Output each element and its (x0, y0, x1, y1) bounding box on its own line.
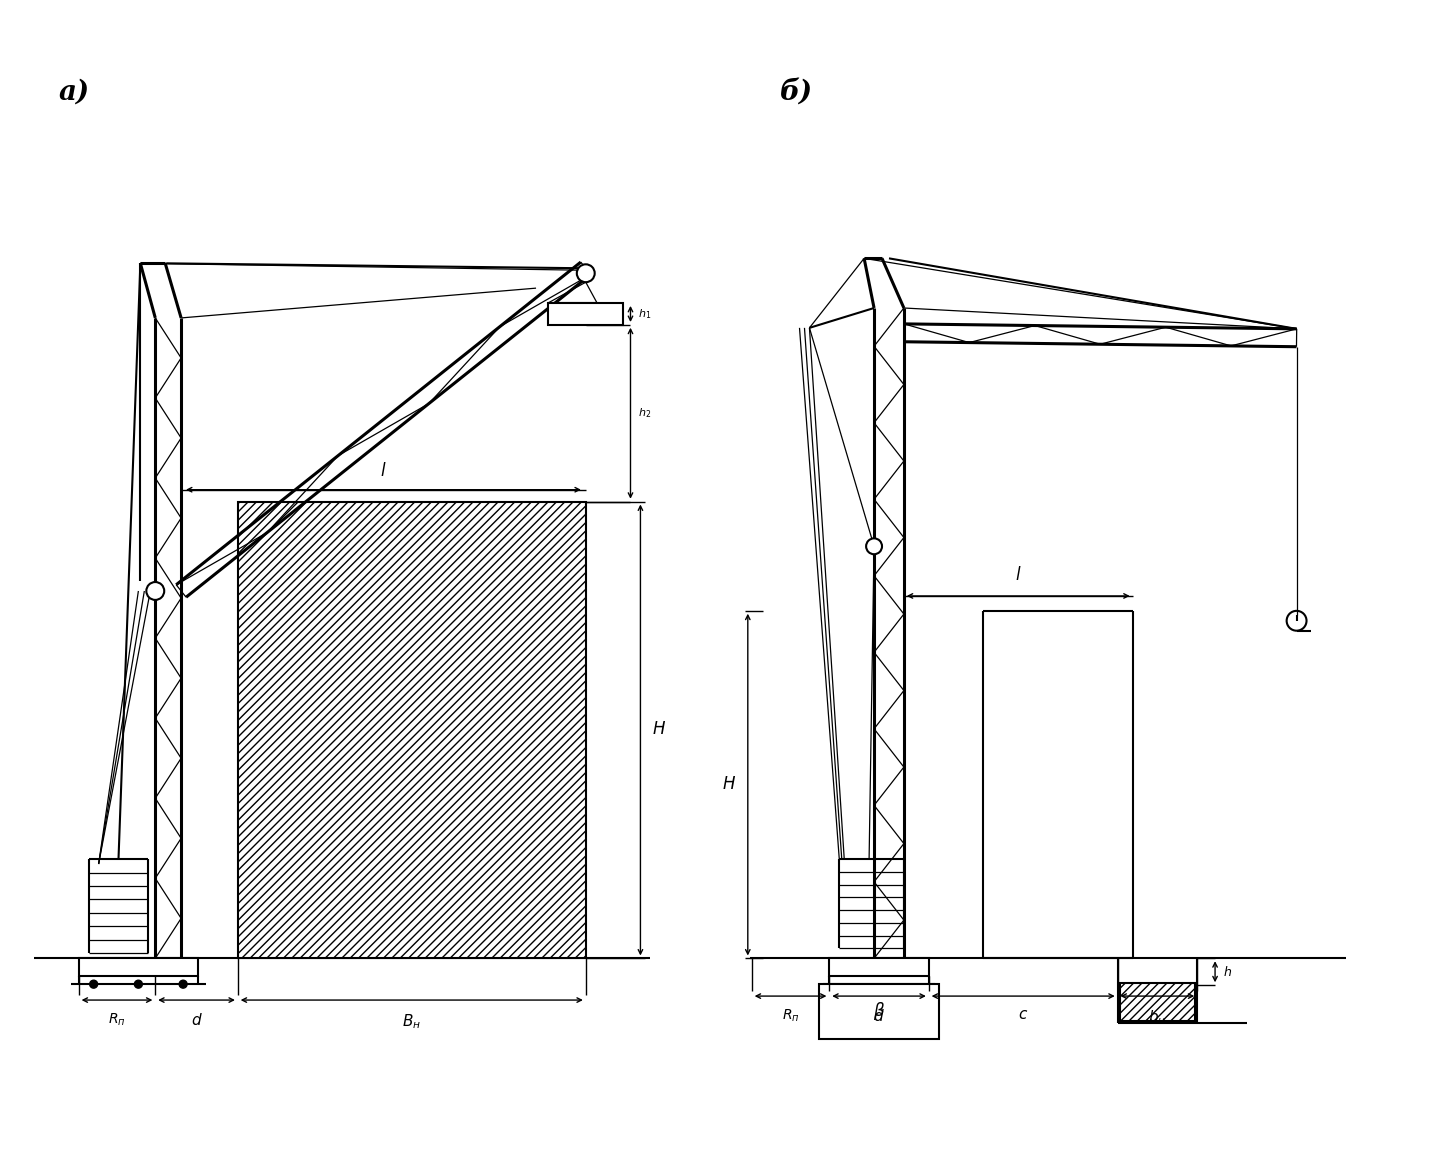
Text: $h_2$: $h_2$ (639, 407, 652, 420)
Bar (237, 502, 586, 958)
Text: $H$: $H$ (653, 722, 666, 739)
Text: a): a) (59, 79, 90, 106)
Text: $\beta$: $\beta$ (873, 1001, 885, 1022)
Circle shape (146, 582, 164, 600)
Text: $R_п$: $R_п$ (109, 1013, 126, 1028)
Circle shape (134, 981, 143, 988)
Text: б): б) (780, 79, 813, 106)
Bar (1120, 983, 1195, 1021)
Text: $l$: $l$ (380, 462, 387, 480)
Text: $h$: $h$ (1223, 964, 1232, 978)
Circle shape (179, 981, 187, 988)
Text: $b_н$: $b_н$ (1149, 1008, 1166, 1027)
Text: $h_1$: $h_1$ (639, 307, 652, 321)
Circle shape (577, 265, 594, 282)
Bar (829, 958, 929, 976)
Text: $R_п$: $R_п$ (782, 1008, 799, 1024)
Text: $l$: $l$ (1015, 566, 1022, 584)
Bar (547, 303, 623, 325)
Text: $H$: $H$ (722, 776, 736, 793)
Circle shape (866, 539, 882, 554)
Bar (819, 984, 939, 1038)
Bar (79, 958, 199, 976)
Text: $d$: $d$ (190, 1013, 203, 1028)
Text: $B_н$: $B_н$ (403, 1013, 422, 1030)
Circle shape (90, 981, 97, 988)
Text: $c$: $c$ (1017, 1008, 1029, 1022)
Text: $d$: $d$ (873, 1008, 885, 1024)
